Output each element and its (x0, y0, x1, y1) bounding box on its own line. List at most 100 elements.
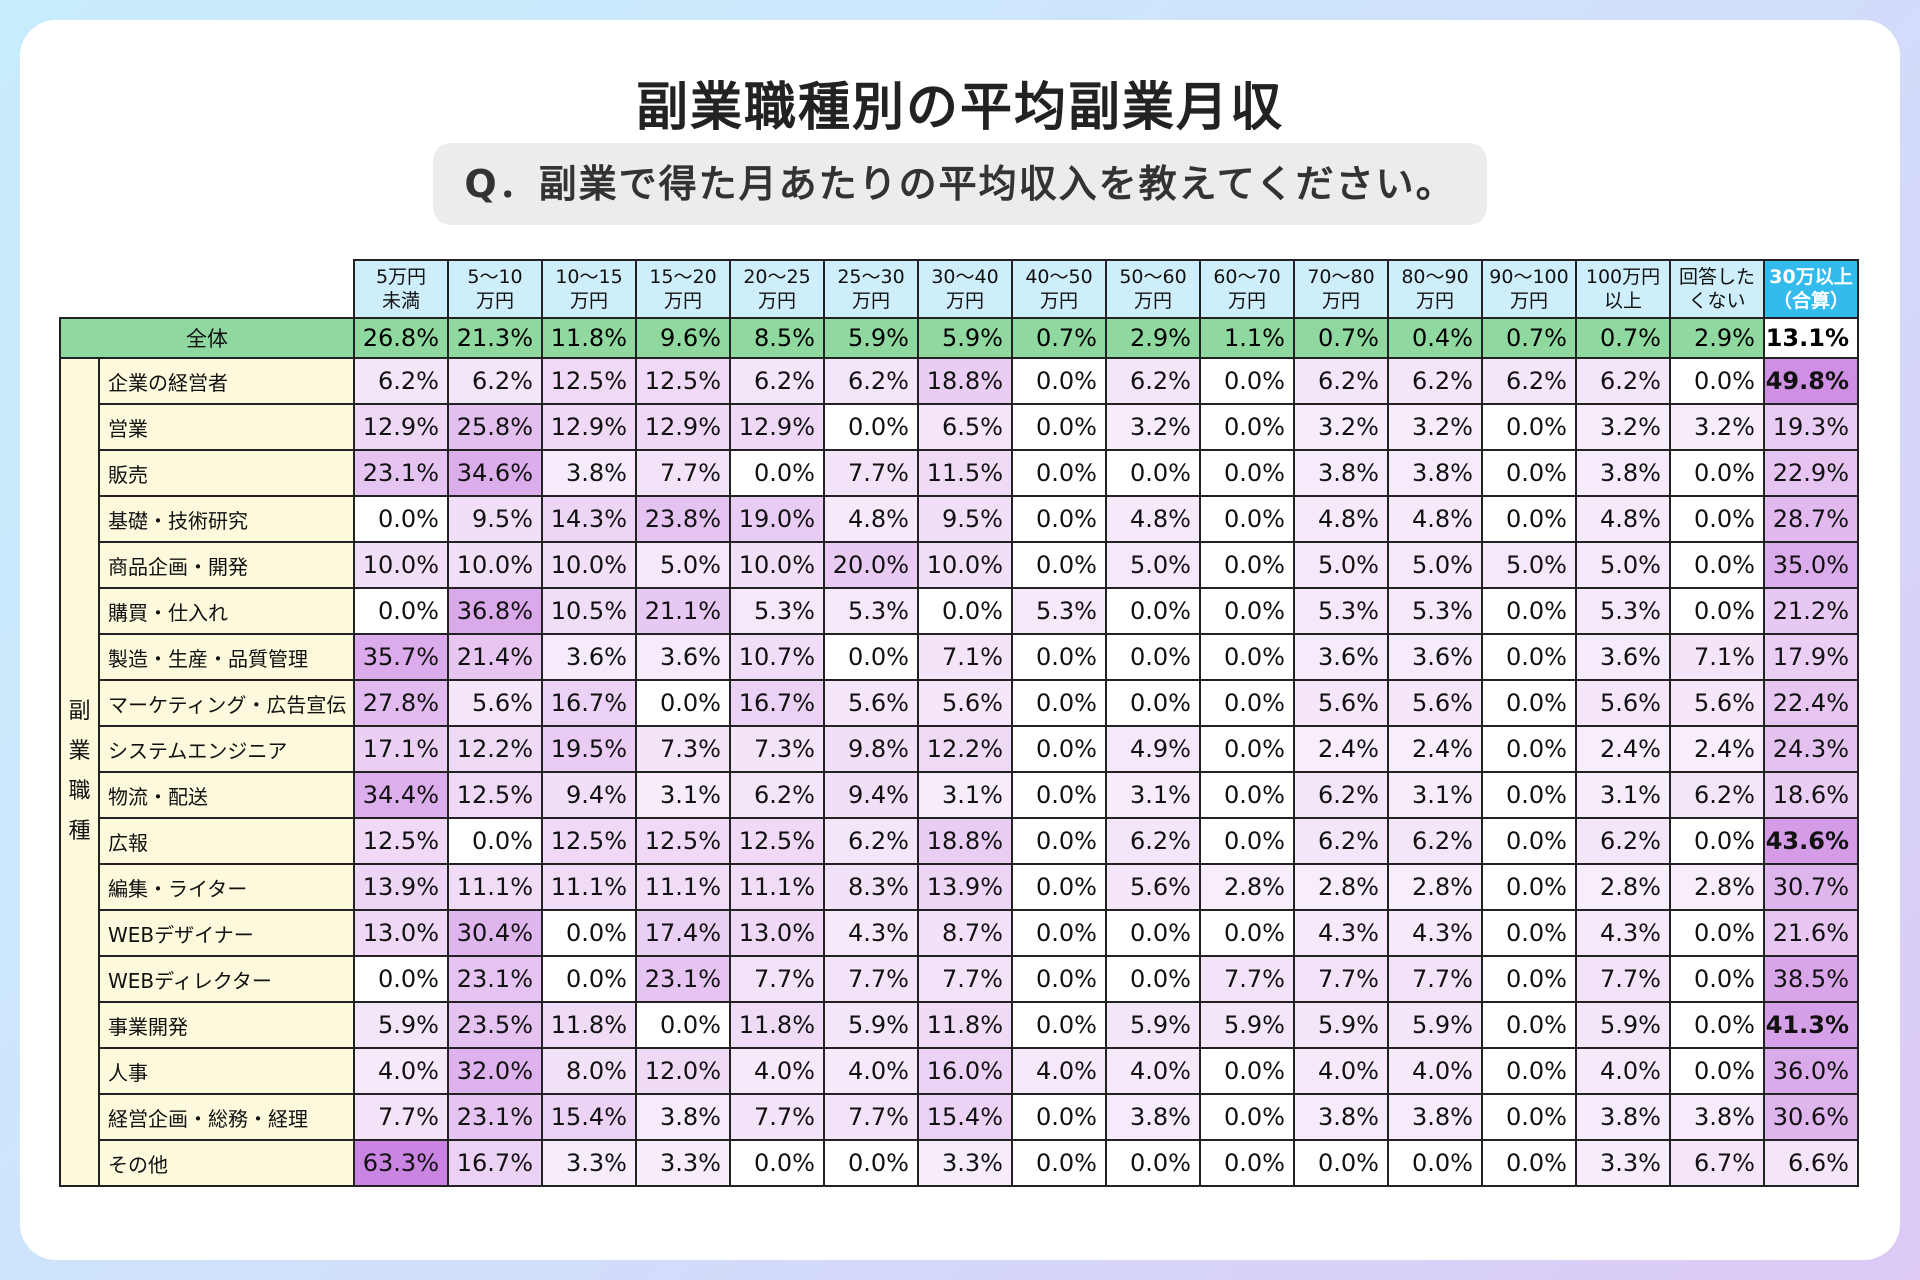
table-cell: 7.3% (635, 725, 731, 773)
table-cell: 21.2% (1763, 587, 1859, 635)
table-cell: 0.0% (1481, 1093, 1577, 1141)
table-cell: 3.8% (635, 1093, 731, 1141)
table-row: 物流・配送 34.4% 12.5% 9.4% 3.1% 6.2% 9.4% 3.1% 0.0% 3… (60, 771, 1859, 819)
table-cell: 0.0% (1011, 725, 1107, 773)
table-cell: 3.6% (541, 633, 637, 681)
total-cell: 0.4% (1387, 317, 1483, 359)
content-card: 副業職種別の平均副業月収 Q．副業で得た月あたりの平均収入を教えてください。 5… (20, 20, 1900, 1260)
table-cell: 0.0% (1105, 679, 1201, 727)
table-cell: 0.0% (1481, 679, 1577, 727)
table-cell: 3.3% (917, 1139, 1013, 1187)
row-group-label: 副業職種 (59, 357, 100, 1187)
table-cell: 5.9% (1387, 1001, 1483, 1049)
table-cell: 0.0% (1199, 679, 1295, 727)
table-cell: 25.8% (447, 403, 543, 451)
table-cell: 5.3% (729, 587, 825, 635)
table-cell: 6.5% (917, 403, 1013, 451)
row-label: 企業の経営者 (98, 357, 355, 405)
table-cell: 0.0% (353, 587, 449, 635)
table-cell: 35.0% (1763, 541, 1859, 589)
table-row: 副業職種企業の経営者 6.2% 6.2% 12.5% 12.5% 6.2% 6.2% 18.8… (59, 357, 1859, 1187)
table-cell: 4.0% (1105, 1047, 1201, 1095)
table-row: 経営企画・総務・経理 7.7% 23.1% 15.4% 3.8% 7.7% 7.7% 15.4… (60, 1093, 1859, 1141)
table-cell: 3.1% (635, 771, 731, 819)
table-cell: 0.0% (541, 955, 637, 1003)
table-cell: 63.3% (353, 1139, 449, 1187)
table-cell: 0.0% (353, 495, 449, 543)
table-cell: 4.3% (1293, 909, 1389, 957)
table-cell: 0.0% (1481, 403, 1577, 451)
table-cell: 2.4% (1293, 725, 1389, 773)
table-cell: 4.0% (729, 1047, 825, 1095)
table-cell: 5.9% (1105, 1001, 1201, 1049)
table-cell: 0.0% (1199, 725, 1295, 773)
table-cell: 6.2% (1293, 771, 1389, 819)
table-cell: 23.5% (447, 1001, 543, 1049)
table-cell: 0.0% (1481, 909, 1577, 957)
table-cell: 5.6% (823, 679, 919, 727)
table-cell: 11.8% (917, 1001, 1013, 1049)
table-cell: 9.5% (917, 495, 1013, 543)
table-cell: 3.6% (1387, 633, 1483, 681)
row-label: 商品企画・開発 (98, 541, 355, 589)
table-cell: 21.4% (447, 633, 543, 681)
total-cell: 2.9% (1669, 317, 1765, 359)
table-cell: 0.0% (917, 587, 1013, 635)
total-row: 全体 26.8% 21.3% 11.8% 9.6% 8.5% 5.9% 5.9% 0.7% 2.… (59, 317, 1859, 359)
total-cell: 8.5% (729, 317, 825, 359)
table-cell: 12.0% (635, 1047, 731, 1095)
table-cell: 6.2% (1575, 357, 1671, 405)
table-cell: 0.0% (1011, 909, 1107, 957)
table-cell: 6.2% (1293, 357, 1389, 405)
table-row: 営業 12.9% 25.8% 12.9% 12.9% 12.9% 0.0% 6.5% 0.0% 3… (60, 403, 1859, 451)
table-cell: 7.7% (823, 449, 919, 497)
table-cell: 0.0% (1105, 449, 1201, 497)
table-cell: 23.1% (353, 449, 449, 497)
table-cell: 7.7% (729, 955, 825, 1003)
row-label: 販売 (98, 449, 355, 497)
table-cell: 6.2% (1669, 771, 1765, 819)
table-cell: 0.0% (1481, 1047, 1577, 1095)
table-cell: 36.0% (1763, 1047, 1859, 1095)
row-label: 広報 (98, 817, 355, 865)
table-cell: 0.0% (1199, 495, 1295, 543)
table-cell: 0.0% (823, 633, 919, 681)
table-cell: 0.0% (1011, 495, 1107, 543)
column-header: 25〜30 万円 (823, 259, 919, 319)
row-label: 物流・配送 (98, 771, 355, 819)
column-header: 10〜15 万円 (541, 259, 637, 319)
table-cell: 2.4% (1669, 725, 1765, 773)
table-cell: 0.0% (1105, 1139, 1201, 1187)
table-cell: 4.8% (1575, 495, 1671, 543)
table-cell: 0.0% (1105, 633, 1201, 681)
column-header: 15〜20 万円 (635, 259, 731, 319)
table-cell: 0.0% (1481, 495, 1577, 543)
table-cell: 4.0% (1293, 1047, 1389, 1095)
table-cell: 0.0% (1669, 909, 1765, 957)
table-cell: 11.1% (447, 863, 543, 911)
total-cell: 11.8% (541, 317, 637, 359)
table-cell: 11.8% (541, 1001, 637, 1049)
table-cell: 6.2% (353, 357, 449, 405)
table-cell: 11.1% (541, 863, 637, 911)
total-cell: 5.9% (917, 317, 1013, 359)
table-cell: 3.2% (1387, 403, 1483, 451)
table-cell: 3.8% (1387, 449, 1483, 497)
table-cell: 0.0% (1199, 403, 1295, 451)
table-cell: 14.3% (541, 495, 637, 543)
total-cell: 0.7% (1481, 317, 1577, 359)
table-cell: 12.2% (447, 725, 543, 773)
table-cell: 5.0% (1575, 541, 1671, 589)
table-cell: 12.2% (917, 725, 1013, 773)
table-cell: 3.1% (1387, 771, 1483, 819)
table-row: 事業開発 5.9% 23.5% 11.8% 0.0% 11.8% 5.9% 11.8% 0.0%… (60, 1001, 1859, 1049)
row-label: その他 (98, 1139, 355, 1187)
table-cell: 9.5% (447, 495, 543, 543)
table-cell: 24.3% (1763, 725, 1859, 773)
table-cell: 0.0% (1669, 1001, 1765, 1049)
table-cell: 11.1% (635, 863, 731, 911)
table-cell: 4.8% (1293, 495, 1389, 543)
column-header: 20〜25 万円 (729, 259, 825, 319)
table-cell: 3.1% (917, 771, 1013, 819)
column-header: 40〜50 万円 (1011, 259, 1107, 319)
